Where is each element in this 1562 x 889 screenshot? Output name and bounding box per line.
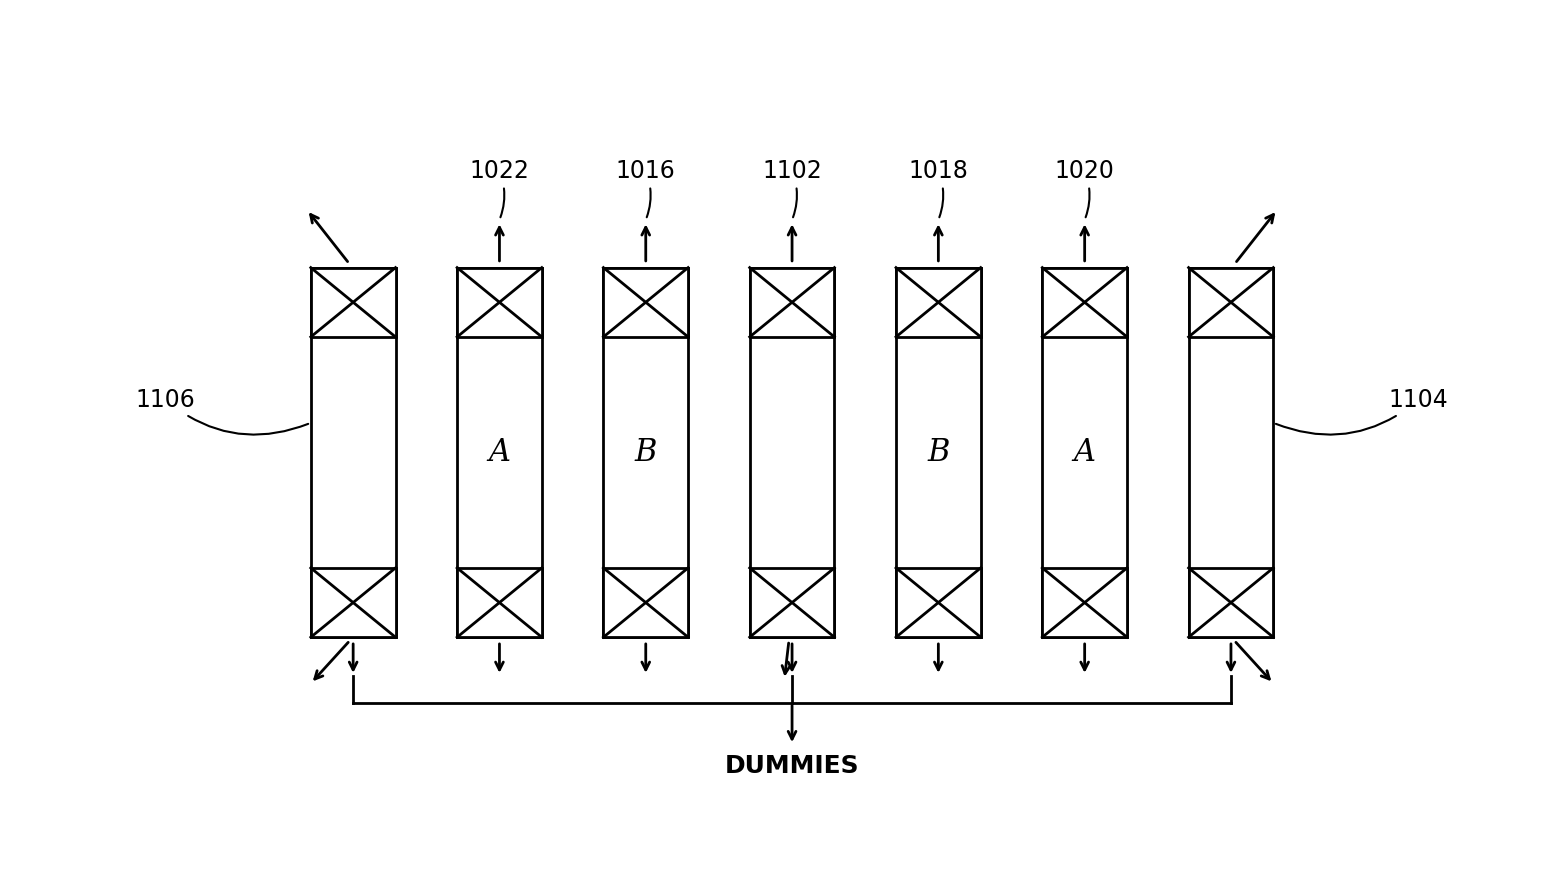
Bar — [311, 268, 395, 637]
Bar — [603, 568, 689, 637]
Bar — [897, 568, 981, 637]
Text: 1106: 1106 — [136, 388, 308, 435]
Bar — [603, 268, 689, 637]
Text: B: B — [634, 436, 658, 468]
Bar — [458, 268, 542, 337]
Bar — [458, 268, 542, 637]
Bar — [750, 268, 834, 337]
Bar — [897, 268, 981, 337]
Bar — [1042, 568, 1128, 637]
Bar — [458, 568, 542, 637]
Text: 1022: 1022 — [470, 159, 530, 217]
Bar — [603, 268, 689, 337]
Bar — [1189, 268, 1273, 337]
Bar — [1042, 268, 1128, 337]
Bar — [311, 568, 395, 637]
Bar — [311, 268, 395, 337]
Text: 1102: 1102 — [762, 159, 822, 217]
Text: 1020: 1020 — [1054, 159, 1115, 217]
Text: 1104: 1104 — [1276, 388, 1448, 435]
Bar — [897, 268, 981, 637]
Bar — [750, 568, 834, 637]
Text: 1018: 1018 — [909, 159, 968, 217]
Bar — [1189, 268, 1273, 637]
Text: A: A — [1073, 436, 1095, 468]
Text: DUMMIES: DUMMIES — [725, 754, 859, 778]
Bar — [1189, 568, 1273, 637]
Bar — [1042, 268, 1128, 637]
Text: B: B — [928, 436, 950, 468]
Bar — [750, 268, 834, 637]
Text: 1016: 1016 — [615, 159, 676, 217]
Text: A: A — [489, 436, 511, 468]
